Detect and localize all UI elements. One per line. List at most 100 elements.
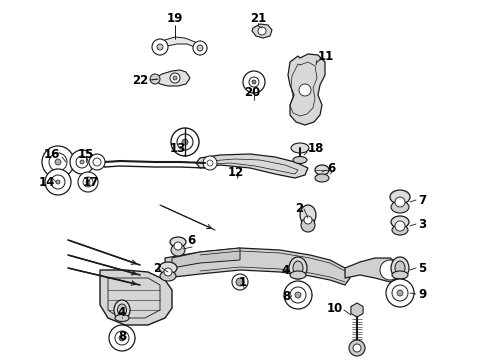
Circle shape xyxy=(51,175,65,189)
Circle shape xyxy=(42,146,74,178)
Circle shape xyxy=(177,134,193,150)
Text: 2: 2 xyxy=(295,202,303,216)
Text: 20: 20 xyxy=(244,86,260,99)
Ellipse shape xyxy=(171,244,185,256)
Circle shape xyxy=(80,160,84,164)
Text: 7: 7 xyxy=(418,194,426,207)
Polygon shape xyxy=(345,258,400,282)
Circle shape xyxy=(397,290,403,296)
Ellipse shape xyxy=(392,271,408,279)
Ellipse shape xyxy=(118,304,126,316)
Circle shape xyxy=(284,281,312,309)
Text: 13: 13 xyxy=(170,141,186,154)
Circle shape xyxy=(152,39,168,55)
Text: 6: 6 xyxy=(327,162,335,175)
Text: 12: 12 xyxy=(228,166,244,179)
Circle shape xyxy=(89,154,105,170)
Circle shape xyxy=(182,139,188,145)
Ellipse shape xyxy=(114,300,130,320)
Text: 16: 16 xyxy=(44,148,60,162)
Polygon shape xyxy=(196,154,308,178)
Circle shape xyxy=(76,156,88,168)
Ellipse shape xyxy=(293,157,307,163)
Ellipse shape xyxy=(159,262,177,274)
Text: 18: 18 xyxy=(308,141,324,154)
Circle shape xyxy=(56,180,60,184)
Circle shape xyxy=(197,45,203,51)
Circle shape xyxy=(232,274,248,290)
Polygon shape xyxy=(252,24,272,38)
Circle shape xyxy=(173,76,177,80)
Polygon shape xyxy=(100,270,172,325)
Circle shape xyxy=(203,156,217,170)
Circle shape xyxy=(252,80,256,84)
Circle shape xyxy=(193,41,207,55)
Polygon shape xyxy=(155,70,190,86)
Circle shape xyxy=(170,73,180,83)
Ellipse shape xyxy=(291,143,309,153)
Ellipse shape xyxy=(392,225,408,235)
Text: 11: 11 xyxy=(318,50,334,63)
Circle shape xyxy=(207,160,213,166)
Circle shape xyxy=(55,159,61,165)
Circle shape xyxy=(115,331,129,345)
Ellipse shape xyxy=(293,261,303,275)
Text: 1: 1 xyxy=(239,276,247,289)
Polygon shape xyxy=(158,37,200,50)
Circle shape xyxy=(119,335,125,341)
Circle shape xyxy=(349,340,365,356)
Circle shape xyxy=(93,158,101,166)
Circle shape xyxy=(171,128,199,156)
Text: 2: 2 xyxy=(153,261,161,274)
Text: 21: 21 xyxy=(250,12,266,24)
Circle shape xyxy=(109,325,135,351)
Text: 15: 15 xyxy=(78,148,94,162)
Text: 4: 4 xyxy=(118,306,126,319)
Ellipse shape xyxy=(115,315,129,321)
Polygon shape xyxy=(351,303,363,317)
Ellipse shape xyxy=(315,165,329,175)
Ellipse shape xyxy=(300,205,316,225)
Ellipse shape xyxy=(160,271,176,281)
Text: 8: 8 xyxy=(282,289,290,302)
Circle shape xyxy=(290,287,306,303)
Circle shape xyxy=(83,177,93,187)
Circle shape xyxy=(258,27,266,35)
Circle shape xyxy=(86,180,90,184)
Circle shape xyxy=(380,260,400,280)
Text: 4: 4 xyxy=(282,264,290,276)
Circle shape xyxy=(157,44,163,50)
Ellipse shape xyxy=(390,190,410,204)
Circle shape xyxy=(299,84,311,96)
Ellipse shape xyxy=(391,257,409,279)
Circle shape xyxy=(395,197,405,207)
Polygon shape xyxy=(288,54,325,125)
Ellipse shape xyxy=(395,261,405,275)
Text: 17: 17 xyxy=(83,175,99,189)
Circle shape xyxy=(45,169,71,195)
Ellipse shape xyxy=(301,218,315,232)
Text: 9: 9 xyxy=(418,288,426,301)
Ellipse shape xyxy=(315,174,329,182)
Ellipse shape xyxy=(289,257,307,279)
Circle shape xyxy=(392,285,408,301)
Text: 14: 14 xyxy=(39,175,55,189)
Text: 8: 8 xyxy=(118,329,126,342)
Ellipse shape xyxy=(290,271,306,279)
Circle shape xyxy=(243,71,265,93)
Circle shape xyxy=(164,268,172,276)
Text: 22: 22 xyxy=(132,73,148,86)
Circle shape xyxy=(353,344,361,352)
Circle shape xyxy=(249,77,259,87)
Text: 10: 10 xyxy=(327,302,343,315)
Circle shape xyxy=(174,242,182,250)
Circle shape xyxy=(395,221,405,231)
Circle shape xyxy=(386,279,414,307)
Text: 19: 19 xyxy=(167,12,183,24)
Ellipse shape xyxy=(391,201,409,213)
Circle shape xyxy=(70,150,94,174)
Text: 5: 5 xyxy=(418,261,426,274)
Circle shape xyxy=(236,278,244,286)
Text: 3: 3 xyxy=(418,217,426,230)
Circle shape xyxy=(49,153,67,171)
